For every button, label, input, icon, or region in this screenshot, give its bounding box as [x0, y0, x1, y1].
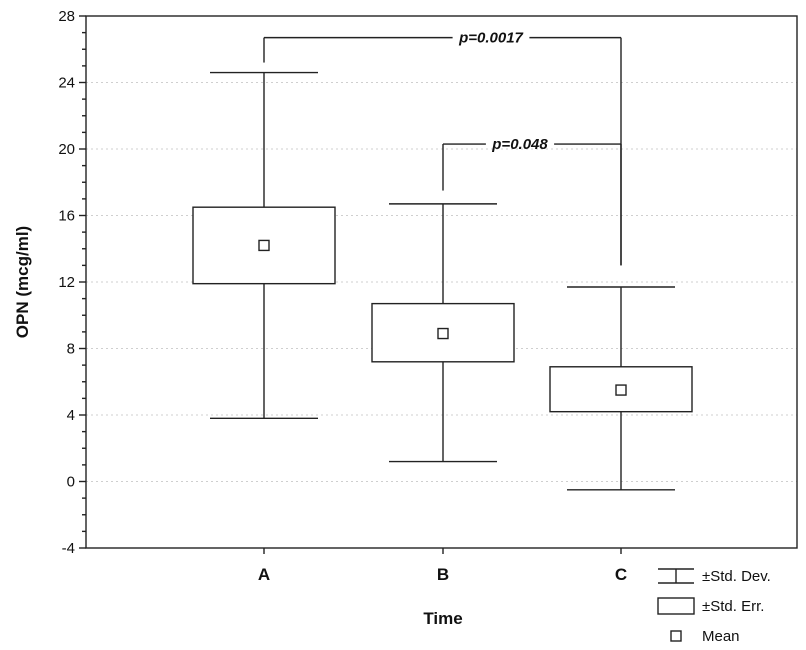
group-c [549, 286, 693, 491]
y-tick-label: 24 [58, 75, 75, 92]
mean-marker [437, 327, 449, 340]
y-tick-label: 4 [67, 407, 75, 424]
x-tick-label-b: B [437, 565, 449, 584]
p-value-label: p=0.0017 [458, 30, 523, 47]
y-tick-label: 8 [67, 341, 75, 358]
group-b [371, 203, 515, 463]
legend-item-sd: ±Std. Dev. [658, 568, 771, 585]
se-box [192, 206, 336, 285]
box-groups [192, 71, 693, 491]
mean-legend-symbol [670, 630, 682, 642]
y-axis: -4 0 4 8 12 16 20 24 28 A B C [58, 8, 627, 584]
legend-item-mean: Mean [670, 628, 740, 645]
y-tick-label: -4 [62, 540, 75, 557]
legend-label: ±Std. Dev. [702, 568, 771, 585]
x-tick-label-a: A [258, 565, 270, 584]
y-tick-label: 28 [58, 8, 75, 25]
legend-item-se: ±Std. Err. [657, 597, 764, 615]
legend-label: Mean [702, 628, 740, 645]
y-tick-label: 16 [58, 208, 75, 225]
y-axis-title: OPN (mcg/ml) [13, 226, 32, 338]
mean-marker [615, 384, 627, 396]
x-axis-title: Time [423, 609, 462, 628]
mean-marker [258, 239, 270, 252]
y-tick-label: 20 [58, 141, 75, 158]
significance-annotations: p=0.0017 p=0.048 [263, 30, 622, 266]
x-tick-label-c: C [615, 565, 627, 584]
legend: ±Std. Dev. ±Std. Err. Mean [657, 568, 771, 645]
group-a [192, 71, 336, 420]
y-tick-label: 12 [58, 274, 75, 291]
se-legend-symbol [657, 597, 695, 615]
y-tick-label: 0 [67, 474, 75, 491]
p-bracket-b-c: p=0.048 [442, 136, 622, 266]
p-value-label: p=0.048 [491, 136, 548, 153]
legend-label: ±Std. Err. [702, 598, 764, 615]
